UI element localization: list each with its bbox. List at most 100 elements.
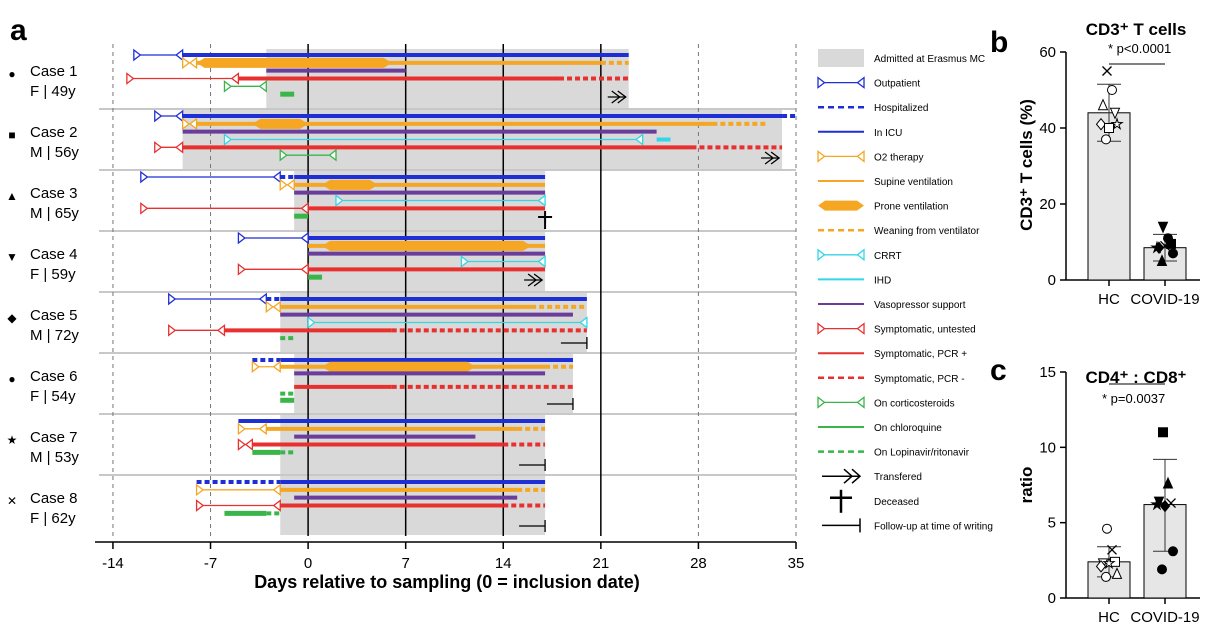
case-demographics: M | 65y <box>30 205 79 222</box>
x-tick-label: COVID-19 <box>1130 291 1199 308</box>
open-triangle-marker <box>237 263 246 276</box>
open-triangle-marker <box>856 248 865 262</box>
open-triangle-marker <box>856 322 865 335</box>
open-triangle-marker <box>175 48 184 62</box>
open-triangle-marker <box>817 76 826 89</box>
timeline-chart: ● Case 1 F | 49y ■ Case 2 M | 56y ▲ Case 3 M | 6… <box>6 44 804 592</box>
case-demographics: F | 49y <box>30 83 76 100</box>
open-triangle-marker <box>258 422 267 436</box>
case-name: Case 4 <box>30 246 78 263</box>
open-triangle-line-icon <box>817 150 865 163</box>
x-marker <box>1102 66 1112 76</box>
open-triangle-marker <box>272 483 281 497</box>
legend-item-prone: Prone ventilation <box>818 200 949 213</box>
legend-item-admitted: Admitted at Erasmus MC <box>818 49 985 67</box>
transfer-marker <box>607 90 627 104</box>
case-name: Case 1 <box>30 63 78 80</box>
timeline-legend: Admitted at Erasmus MC Outpatient Hospital… <box>817 49 993 533</box>
y-tick-label: 0 <box>1048 272 1056 289</box>
y-tick-label: 15 <box>1039 364 1056 381</box>
circle-marker <box>1101 571 1111 582</box>
case-symbol: ★ <box>7 433 18 447</box>
x-tick-label: -7 <box>204 555 217 572</box>
legend-item-crrt: CRRT <box>817 248 902 262</box>
open-triangle-marker <box>223 133 233 146</box>
prone-ventilation-bar <box>252 118 309 129</box>
x-tick-label: 28 <box>690 555 707 572</box>
transfer-marker <box>524 273 544 287</box>
ratio-y-axis-label: ratio <box>1017 467 1036 504</box>
circle-marker <box>1168 248 1178 259</box>
case-symbol: ▼ <box>6 250 18 264</box>
open-triangle-marker <box>230 72 240 85</box>
open-triangle-marker <box>272 170 281 184</box>
open-triangle-marker <box>244 438 253 451</box>
legend-item-o2: O2 therapy <box>817 150 923 163</box>
transfer-marker <box>761 151 781 165</box>
followup-marker <box>560 337 588 349</box>
open-triangle-marker <box>307 316 316 329</box>
legend-item-symptomatic: Symptomatic, untested <box>817 322 976 336</box>
transfer-arrow-head <box>764 151 775 165</box>
legend-label: Outpatient <box>874 79 920 90</box>
circle-marker <box>1168 546 1178 557</box>
open-triangle-marker <box>216 324 226 337</box>
case-name: Case 3 <box>30 185 78 202</box>
open-triangle-marker <box>817 150 826 163</box>
legend-item-vasopressor: Vasopressor support <box>818 300 966 311</box>
legend-label: Weaning from ventilator <box>874 226 980 237</box>
legend-item-hospitalized: Hospitalized <box>818 103 928 114</box>
open-triangle-marker <box>272 499 281 512</box>
y-tick-label: 0 <box>1048 590 1056 607</box>
circle-marker <box>1157 564 1167 575</box>
legend-label: Symptomatic, PCR - <box>874 374 965 385</box>
open-triangle-marker <box>272 360 281 374</box>
triangle-down-marker <box>1157 221 1169 234</box>
x-tick-label: 35 <box>788 555 805 572</box>
ratio-annotation: * p=0.0037 <box>1102 391 1165 406</box>
transfer-arrow-head <box>533 273 544 287</box>
x-tick-label: -14 <box>102 555 124 572</box>
open-triangle-marker <box>258 292 267 306</box>
cd3-bar-chart: CD3⁺ T cells CD3⁺ T cells (%) * p<0.0001… <box>1017 20 1200 308</box>
open-triangle-marker <box>817 396 826 409</box>
diamond-marker <box>1159 499 1171 513</box>
open-triangle-marker <box>237 231 246 245</box>
legend-label: On chloroquine <box>874 423 942 434</box>
legend-label: Symptomatic, untested <box>874 325 976 336</box>
double-arrow-icon <box>822 468 862 484</box>
open-triangle-marker <box>279 178 288 192</box>
legend-label: CRRT <box>874 251 902 262</box>
square-marker <box>1158 427 1168 438</box>
star-marker <box>1102 556 1116 570</box>
cd3-annotation: * p<0.0001 <box>1108 41 1171 56</box>
case-demographics: F | 59y <box>30 266 76 283</box>
x-tick-label: 7 <box>402 555 410 572</box>
case-name: Case 5 <box>30 307 78 324</box>
y-tick-label: 20 <box>1039 196 1056 213</box>
legend-arrow <box>851 468 862 484</box>
cd3-chart-title: CD3⁺ T cells <box>1086 20 1187 39</box>
circle-marker <box>1101 134 1111 145</box>
open-triangle-marker <box>181 56 191 70</box>
open-triangle-marker <box>265 300 274 314</box>
legend-item-pcrpos: Symptomatic, PCR + <box>818 349 967 360</box>
legend-swatch <box>818 49 864 67</box>
timeline-x-axis-label: Days relative to sampling (0 = inclusion… <box>254 572 640 592</box>
legend-item-followup: Follow-up at time of writing <box>822 518 993 533</box>
open-triangle-marker <box>126 72 135 85</box>
followup-marker <box>519 459 546 471</box>
open-triangle-marker <box>237 438 246 451</box>
star-marker <box>1110 116 1124 130</box>
legend-label: On Lopinavir/ritonavir <box>874 448 970 459</box>
open-triangle-marker <box>133 48 142 62</box>
legend-label: Admitted at Erasmus MC <box>874 54 985 65</box>
case-symbol: ● <box>8 372 15 386</box>
legend-swatch <box>818 200 864 211</box>
open-triangle-marker <box>258 80 267 93</box>
transfer-arrow-head <box>770 151 781 165</box>
legend-label: Follow-up at time of writing <box>874 521 993 532</box>
open-triangle-marker <box>460 255 470 268</box>
x-marker <box>1107 544 1117 555</box>
